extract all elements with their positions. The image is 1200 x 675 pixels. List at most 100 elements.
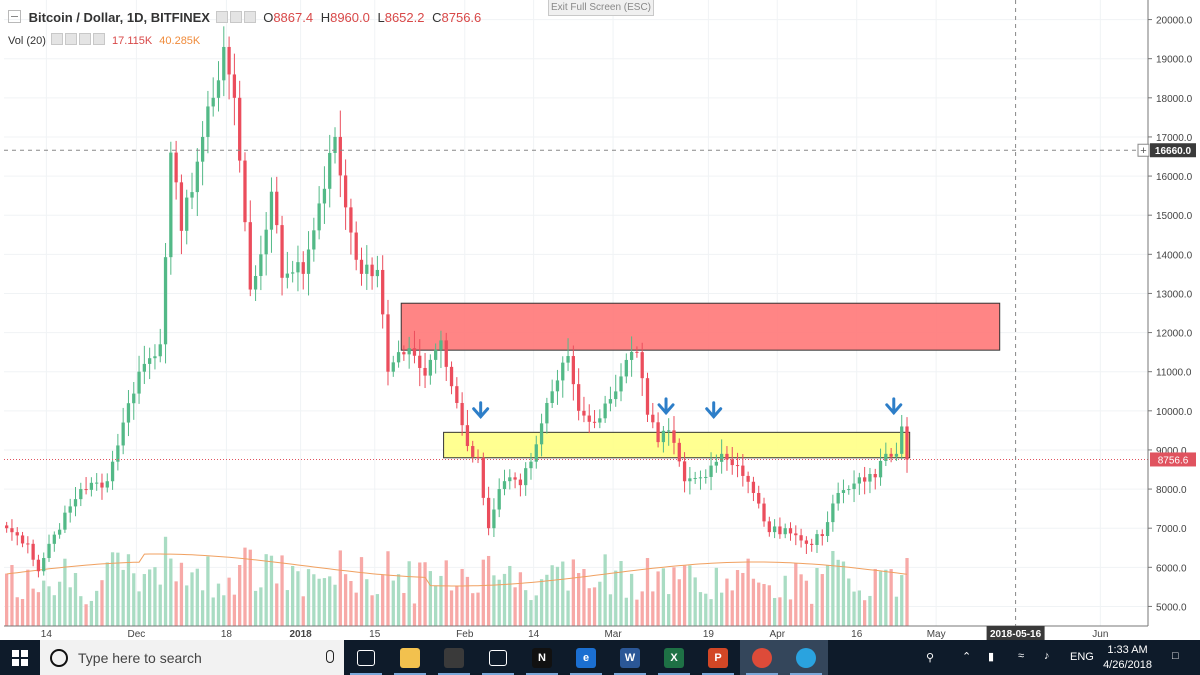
candle-body xyxy=(110,461,115,482)
vol-more-icon[interactable] xyxy=(92,33,105,45)
volume-bar xyxy=(121,569,125,626)
candle-body xyxy=(481,457,485,498)
candle-body xyxy=(391,362,395,372)
netflix-icon: N xyxy=(532,647,552,668)
volume-bar xyxy=(418,562,422,626)
taskbar-app-word[interactable]: W xyxy=(608,640,652,675)
candle-body xyxy=(169,152,173,258)
volume-bar xyxy=(211,597,215,626)
close-icon[interactable] xyxy=(243,11,256,23)
search-input[interactable]: Type here to search xyxy=(78,649,202,666)
candle-body xyxy=(598,418,602,423)
volume-bar xyxy=(629,573,634,626)
taskbar-app-store[interactable] xyxy=(432,640,476,675)
candle-body xyxy=(232,74,237,98)
volume-bar xyxy=(534,595,538,626)
volume-bar xyxy=(698,592,703,626)
candle-body xyxy=(15,532,19,536)
microphone-icon[interactable] xyxy=(326,650,334,663)
candle-body xyxy=(746,475,750,482)
volume-bar xyxy=(132,573,136,626)
candle-body xyxy=(492,509,496,529)
candle-body xyxy=(508,477,512,482)
volume-bar xyxy=(608,594,613,626)
settings-icon[interactable] xyxy=(229,11,242,23)
volume-bar xyxy=(741,572,745,626)
clock-time: 1:33 AM xyxy=(1107,644,1148,656)
taskbar-app-dropbox[interactable] xyxy=(476,640,520,675)
taskbar-app-edge[interactable]: e xyxy=(564,640,608,675)
taskbar-app-task-view[interactable] xyxy=(344,640,388,675)
candle-body xyxy=(640,352,644,379)
symbol-legend: Bitcoin / Dollar, 1D, BITFINEX O8867.4 H… xyxy=(8,10,481,25)
taskbar-app-powerpoint[interactable]: P xyxy=(696,640,740,675)
volume-bar xyxy=(582,568,586,626)
candle-body xyxy=(137,371,141,394)
battery-icon[interactable]: ▮ xyxy=(988,651,995,663)
price-tick-label: 15000.0 xyxy=(1156,211,1193,222)
language-indicator[interactable]: ENG xyxy=(1070,651,1094,663)
price-tick-label: 14000.0 xyxy=(1156,250,1193,261)
volume-bar xyxy=(349,581,353,626)
candle-body xyxy=(52,534,56,544)
candle-body xyxy=(423,367,427,376)
candle-body xyxy=(148,358,152,364)
show-hidden-icons-icon[interactable]: ⌃ xyxy=(962,651,972,663)
time-tick-label: May xyxy=(927,629,946,640)
vol-close-icon[interactable] xyxy=(78,33,91,45)
taskbar-search[interactable]: Type here to search xyxy=(40,640,344,675)
volume-bar xyxy=(206,556,210,626)
volume-value: 17.115K xyxy=(112,35,153,47)
volume-bar xyxy=(248,549,252,626)
candle-body xyxy=(497,489,501,510)
volume-bar xyxy=(238,565,242,626)
candle-body xyxy=(698,477,703,479)
candle-body xyxy=(89,482,94,490)
taskbar-app-chrome[interactable] xyxy=(740,640,784,675)
candle-body xyxy=(79,489,83,500)
taskbar-app-excel[interactable]: X xyxy=(652,640,696,675)
volume-bar xyxy=(269,555,274,626)
volume-bar xyxy=(280,555,284,626)
volume-bar xyxy=(169,558,173,626)
price-tick-label: 7000.0 xyxy=(1156,524,1187,535)
start-button[interactable] xyxy=(0,640,40,675)
vol-settings-icon[interactable] xyxy=(64,33,77,45)
volume-icon[interactable]: ♪ xyxy=(1044,650,1050,662)
candle-body xyxy=(36,559,41,572)
close-label: C xyxy=(432,10,442,25)
volume-bar xyxy=(444,560,448,626)
add-alert-icon xyxy=(1137,143,1150,157)
chart-canvas[interactable]: 20000.0 19000.0 18000.0 17000.0 16000.0 15000… xyxy=(0,0,1200,640)
clock[interactable]: 1:33 AM 4/26/2018 xyxy=(1103,643,1152,673)
taskbar-app-file-explorer[interactable] xyxy=(388,640,432,675)
taskbar-app-netflix[interactable]: N xyxy=(520,640,564,675)
exit-fullscreen-button[interactable]: Exit Full Screen (ESC) xyxy=(548,0,654,16)
candle-body xyxy=(762,503,766,522)
volume-bar xyxy=(47,586,51,626)
candle-body xyxy=(900,426,904,454)
taskbar-app-telegram[interactable] xyxy=(784,640,828,675)
volume-bar xyxy=(407,561,411,626)
collapse-icon[interactable] xyxy=(8,10,21,23)
wifi-icon[interactable]: ≈ xyxy=(1018,650,1025,662)
people-icon[interactable]: ⚲ xyxy=(926,652,935,664)
volume-bar xyxy=(460,568,464,626)
candle-body xyxy=(338,136,342,176)
notifications-icon[interactable]: □ xyxy=(1172,650,1179,662)
price-chart[interactable]: 20000.0 19000.0 18000.0 17000.0 16000.0 15000… xyxy=(0,0,1200,640)
volume-bar xyxy=(259,587,263,626)
volume-bar xyxy=(359,557,364,626)
vol-visibility-icon[interactable] xyxy=(50,33,63,45)
candle-body xyxy=(444,340,448,367)
volume-bar xyxy=(720,592,724,626)
volume-bar xyxy=(614,570,618,626)
candle-body xyxy=(545,402,549,424)
candle-body xyxy=(449,366,454,387)
candle-body xyxy=(555,380,560,392)
candle-body xyxy=(185,197,189,231)
visibility-icon[interactable] xyxy=(215,11,228,23)
symbol-name: Bitcoin / Dollar, 1D, BITFINEX xyxy=(28,10,210,25)
candle-body xyxy=(624,359,628,377)
low-label: L xyxy=(377,10,385,25)
